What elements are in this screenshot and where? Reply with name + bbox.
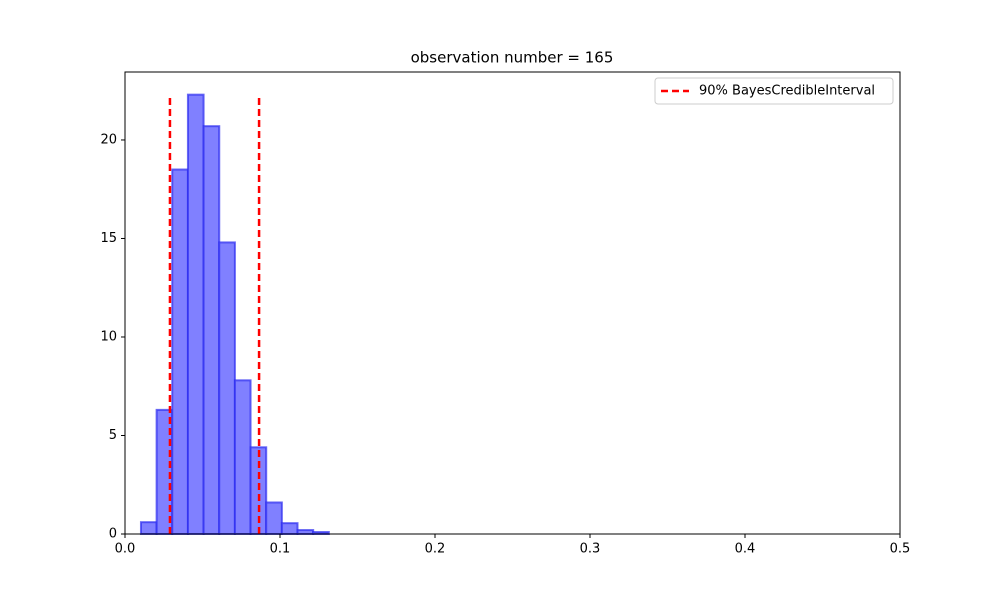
bar: [233, 379, 252, 536]
y-tick-label: 10: [100, 329, 117, 344]
bar: [280, 522, 299, 536]
bar: [139, 521, 158, 535]
bar: [186, 93, 205, 536]
plot-frame: [124, 71, 901, 535]
chart-title: observation number = 165: [411, 49, 614, 67]
bar: [265, 501, 283, 535]
y-tick-label: 5: [109, 428, 117, 443]
bar: [218, 241, 236, 535]
y-tick-label: 15: [100, 231, 117, 246]
x-tick-label: 0.2: [425, 542, 446, 557]
x-tick-label: 0.3: [580, 542, 601, 557]
x-tick-label: 0.4: [735, 542, 756, 557]
bar: [296, 529, 315, 535]
x-tick-label: 0.0: [115, 542, 136, 557]
x-tick-label: 0.5: [890, 542, 911, 557]
legend-label: 90% BayesCredibleInterval: [699, 84, 875, 99]
x-tick-label: 0.1: [270, 542, 291, 557]
y-tick-label: 0: [109, 527, 117, 542]
bar: [171, 168, 189, 535]
y-tick-label: 20: [100, 132, 117, 147]
bar: [202, 125, 221, 535]
legend-box: [654, 77, 894, 105]
